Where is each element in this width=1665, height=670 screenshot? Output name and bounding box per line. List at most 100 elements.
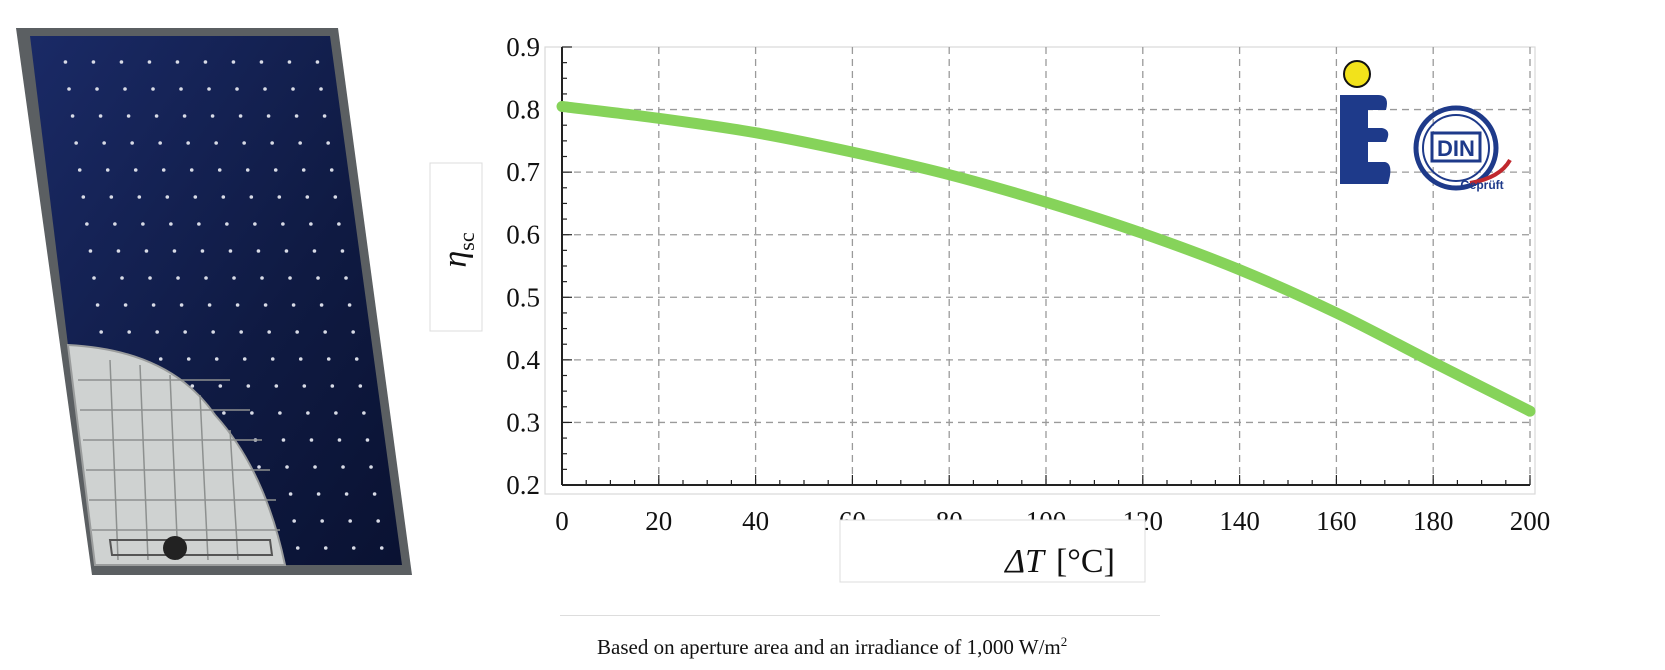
glass-dot <box>158 357 163 361</box>
glass-dot <box>210 114 215 118</box>
glass-dot <box>257 465 261 469</box>
glass-dot <box>91 60 96 64</box>
glass-dot <box>334 411 338 415</box>
glass-dot <box>344 492 349 496</box>
glass-dot <box>263 303 268 307</box>
glass-dot <box>316 492 321 496</box>
glass-dot <box>294 114 299 118</box>
caption-box <box>560 615 1160 668</box>
glass-dot <box>323 330 327 334</box>
glass-dot <box>186 141 190 145</box>
xlabel-box <box>839 519 1146 583</box>
x-tick-label: 140 <box>1219 506 1260 536</box>
glass-dot <box>362 411 366 415</box>
glass-dot <box>301 168 306 172</box>
glass-dot <box>147 60 152 64</box>
x-tick-label: 180 <box>1413 506 1454 536</box>
glass-dot <box>127 330 131 334</box>
glass-dot <box>113 222 117 226</box>
glass-dot <box>351 546 356 550</box>
glass-dot <box>340 249 345 253</box>
ylabel-box <box>429 162 483 332</box>
glass-dot <box>155 330 159 334</box>
glass-dot <box>315 60 320 64</box>
glass-dot <box>175 60 180 64</box>
glass-dot <box>235 87 239 91</box>
x-tick-label: 200 <box>1510 506 1551 536</box>
glass-dot <box>207 87 211 91</box>
glass-dot <box>123 87 127 91</box>
glass-dot <box>291 87 295 91</box>
glass-dot <box>193 195 198 199</box>
glass-dot <box>256 249 261 253</box>
solar-collector-image <box>16 28 412 575</box>
glass-dot <box>337 438 342 442</box>
glass-dot <box>274 384 279 388</box>
glass-dot <box>203 60 208 64</box>
glass-dot <box>92 276 96 280</box>
plot-area <box>544 46 1536 495</box>
glass-dot <box>189 168 194 172</box>
glass-dot <box>245 168 250 172</box>
y-axis-label: ηsc <box>437 232 479 267</box>
glass-dot <box>235 303 240 307</box>
caption: Based on aperture area and an irradiance… <box>597 635 1067 660</box>
glass-dot <box>95 303 100 307</box>
glass-dot <box>148 276 152 280</box>
glass-dot <box>295 546 300 550</box>
glass-dot <box>305 195 310 199</box>
glass-dot <box>347 303 352 307</box>
glass-dot <box>200 249 205 253</box>
gepruft-text: Geprüft <box>1460 178 1503 192</box>
glass-dot <box>130 141 134 145</box>
glass-dot <box>348 519 352 523</box>
glass-dot <box>137 195 142 199</box>
y-tick-label: 0.4 <box>506 345 540 375</box>
caption-superscript: 2 <box>1060 634 1068 649</box>
glass-dot <box>337 222 341 226</box>
axes <box>561 46 1531 486</box>
glass-dot <box>242 357 247 361</box>
glass-dot <box>284 249 289 253</box>
glass-dot <box>144 249 149 253</box>
x-axis-unit: [°C] <box>1056 543 1115 580</box>
y-axis-subscript: sc <box>454 232 479 251</box>
glass-dot <box>306 411 310 415</box>
x-tick-label: 160 <box>1316 506 1357 536</box>
glass-dot <box>228 249 233 253</box>
glass-dot <box>182 114 187 118</box>
x-tick-label: 40 <box>742 506 769 536</box>
glass-dot <box>154 114 159 118</box>
glass-dot <box>351 330 355 334</box>
glass-dot <box>319 87 323 91</box>
glass-dot <box>238 114 243 118</box>
glass-dot <box>260 276 264 280</box>
glass-dot <box>298 357 303 361</box>
x-axis-symbol: ΔT <box>1003 543 1046 580</box>
glass-dot <box>291 303 296 307</box>
y-tick-labels: 0.2 0.3 0.4 0.5 0.6 0.7 0.8 0.9 <box>506 32 540 500</box>
glass-dot <box>88 249 93 253</box>
glass-dot <box>369 465 373 469</box>
din-gepruft-logo: DIN Geprüft <box>1413 105 1512 192</box>
glass-dot <box>102 141 106 145</box>
efficiency-curve <box>556 100 1536 417</box>
glass-dot <box>81 195 86 199</box>
glass-dot <box>221 195 226 199</box>
glass-dot <box>250 411 254 415</box>
glass-dot <box>333 195 338 199</box>
glass-dot <box>126 114 131 118</box>
glass-dot <box>278 411 282 415</box>
glass-dot <box>161 168 166 172</box>
glass-dot <box>365 438 370 442</box>
glass-dot <box>379 546 384 550</box>
din-text: DIN <box>1437 136 1475 161</box>
glass-dot <box>273 168 278 172</box>
y-tick-label: 0.2 <box>506 470 540 500</box>
x-tick-label: 0 <box>555 506 569 536</box>
glass-dot <box>316 276 320 280</box>
glass-dot <box>123 303 128 307</box>
glass-dot <box>326 141 330 145</box>
x-axis-label: ΔT [°C] <box>1003 543 1115 580</box>
glass-dot <box>222 411 226 415</box>
